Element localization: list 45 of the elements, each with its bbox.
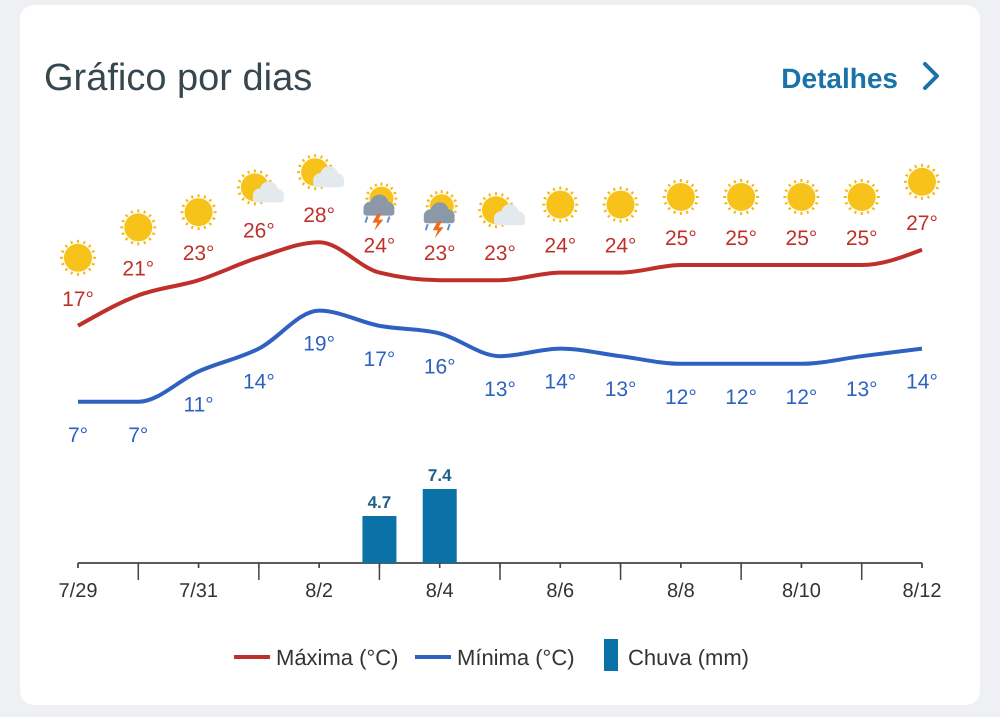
text: Detalhes [781,63,898,94]
data-label: 12° [786,386,818,409]
data-label: 14° [906,370,938,394]
data-label: 12° [725,386,758,409]
data-label: 11° [183,393,214,416]
x-tick-label: 8/2 [305,580,334,602]
x-tick-label: 7/31 [179,580,218,602]
data-label: 16° [424,355,456,378]
data-label: 25° [664,227,697,250]
data-label: 27° [906,212,938,235]
data-label: 4.7 [368,493,392,512]
x-tick-label: 8/12 [902,580,942,602]
x-tick-label: 8/8 [666,580,695,602]
x-tick-label: 8/6 [546,580,574,602]
data-label: 25° [846,227,878,250]
x-tick-label: 8/10 [782,580,821,602]
data-label: 23° [424,242,456,266]
chart-title: Gráfico por dias [44,57,312,99]
data-label: 12° [664,386,697,409]
data-label: 26° [242,219,275,242]
legend-label: Chuva (mm) [628,645,750,670]
data-label: 23° [182,242,214,266]
data-label: 17° [364,348,396,371]
x-tick-label: 7/29 [58,580,98,602]
legend-label: Máxima (°C) [276,645,398,670]
data-label: 19° [303,332,336,356]
x-tick-label: 8/4 [426,580,454,602]
data-label: 24° [544,234,576,258]
data-label: 17° [62,288,94,311]
data-label: 21° [122,257,154,280]
legend-label: Mínima (°C) [457,645,575,670]
data-label: 24° [364,234,396,258]
data-label: 28° [303,204,336,228]
data-label: 13° [484,378,516,402]
data-label: 13° [846,378,878,402]
data-label: 7° [128,424,148,447]
data-label: 25° [725,227,758,250]
data-label: 7° [68,424,88,447]
data-label: 14° [242,370,275,394]
data-label: 7.4 [428,466,452,485]
data-label: 24° [604,234,636,258]
data-label: 13° [604,378,636,402]
data-label: 25° [786,227,818,250]
data-label: 23° [484,242,516,266]
data-label: 14° [544,370,576,394]
